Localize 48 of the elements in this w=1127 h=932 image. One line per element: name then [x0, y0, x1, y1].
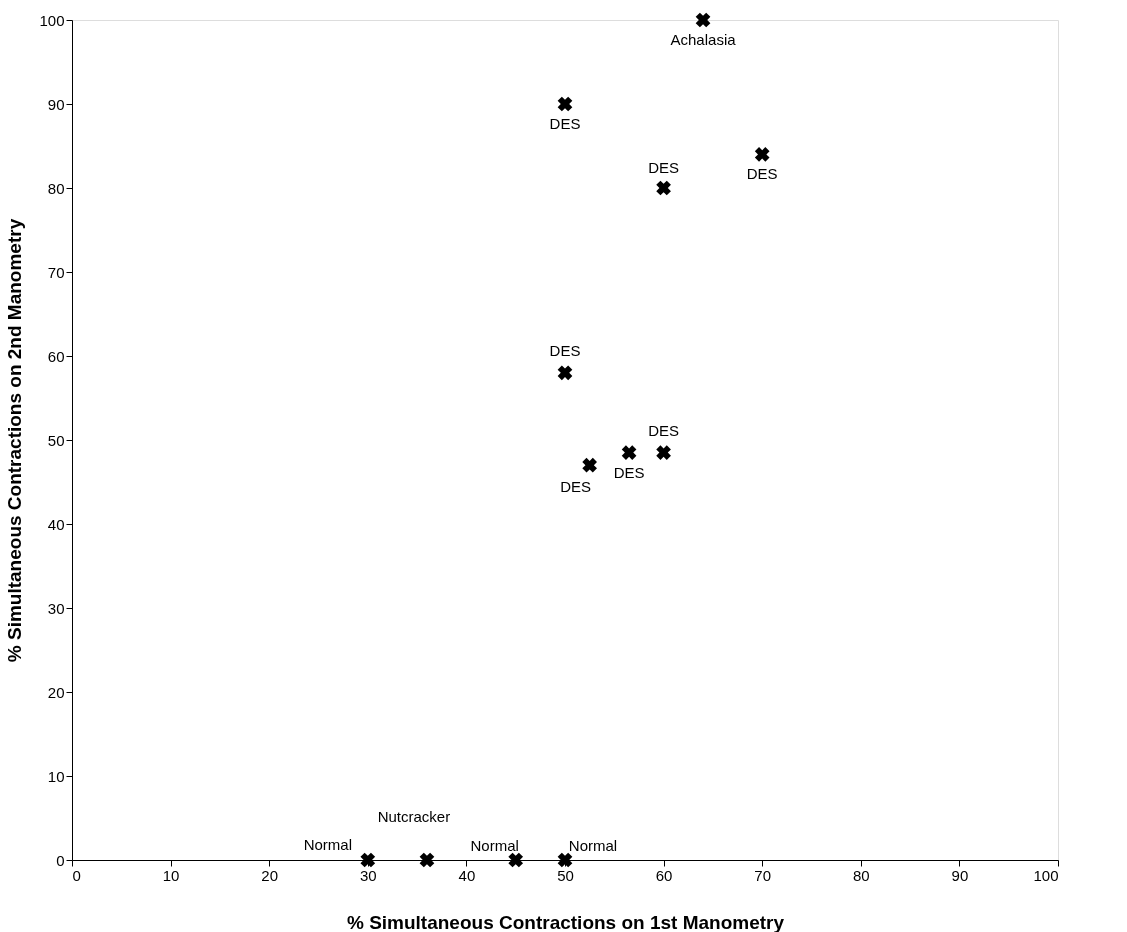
x-tick-label: 100 [1033, 866, 1059, 884]
y-tick-label: 100 [39, 11, 65, 29]
y-tick-label: 70 [47, 263, 65, 281]
point [656, 445, 671, 460]
point [508, 852, 524, 868]
y-tick-label: 10 [47, 767, 65, 785]
x-tick-label: 0 [72, 866, 81, 884]
annotation: Normal [303, 836, 352, 853]
point [656, 180, 671, 196]
point [695, 12, 711, 28]
point [557, 852, 573, 868]
x-axis-title: % Simultaneous Contractions on 1st Manometry [346, 911, 785, 932]
y-tick-label: 30 [47, 599, 65, 617]
y-tick-label: 50 [47, 431, 65, 449]
x-tick-label: 20 [261, 866, 279, 884]
annotation: Achalasia [670, 31, 737, 48]
x-tick-label: 60 [655, 866, 673, 884]
y-axis-title: % Simultaneous Contractions on 2nd Manometry [4, 218, 26, 663]
y-tick-label: 0 [56, 851, 65, 869]
y-tick-label: 80 [47, 179, 65, 197]
annotation: DES [549, 341, 581, 359]
x-tick-label: 50 [557, 866, 574, 884]
y-tick-label: 90 [47, 95, 65, 113]
annotation: DES [560, 478, 592, 496]
point [754, 147, 770, 162]
annotation: Nutcracker [377, 808, 451, 825]
point [360, 852, 376, 868]
annotation: Normal [568, 837, 618, 854]
x-tick-label: 90 [951, 866, 969, 884]
y-tick-label: 20 [47, 683, 65, 701]
y-tick-label: 40 [47, 515, 65, 533]
annotation: DES [613, 463, 645, 481]
x-tick-label: 80 [852, 866, 870, 884]
annotation: DES [648, 421, 680, 439]
annotation: DES [746, 165, 778, 183]
point [557, 96, 573, 112]
x-tick-label: 70 [754, 866, 772, 884]
point [557, 365, 573, 381]
point [419, 852, 435, 868]
annotation: DES [648, 159, 680, 176]
annotation: DES [549, 115, 581, 132]
point [621, 445, 637, 460]
x-tick-label: 30 [359, 866, 377, 884]
annotation: Normal [470, 837, 519, 854]
x-tick-label: 40 [458, 866, 476, 884]
y-tick-label: 60 [47, 347, 65, 365]
point [582, 457, 597, 473]
x-tick-label: 10 [162, 866, 180, 884]
